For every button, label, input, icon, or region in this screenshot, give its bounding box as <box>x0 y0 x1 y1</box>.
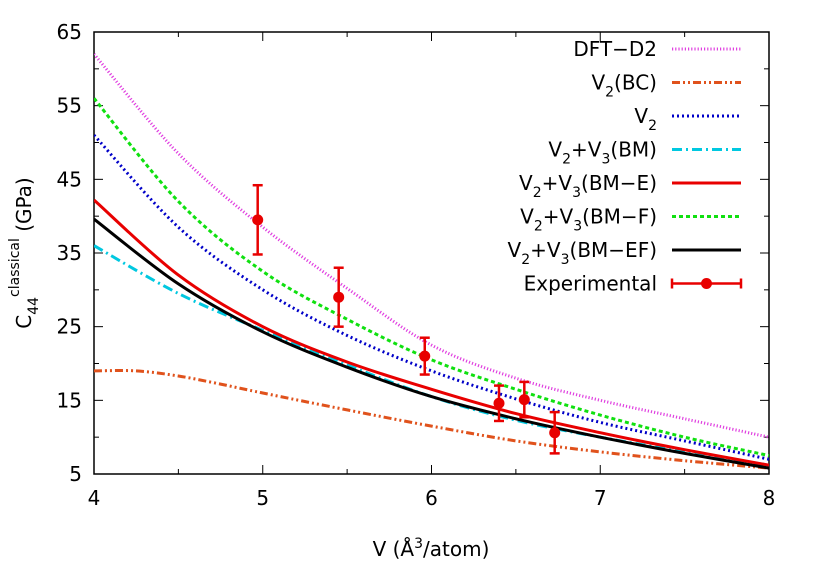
experimental-point <box>518 380 530 419</box>
experimental-point <box>252 183 264 256</box>
legend-label: V2 <box>634 104 657 134</box>
series-line <box>94 134 769 461</box>
y-tick-label: 25 <box>57 315 82 339</box>
experimental-point <box>493 384 505 423</box>
legend-marker <box>701 278 712 289</box>
plot-frame <box>93 31 770 475</box>
legend-label: Experimental <box>524 272 657 296</box>
series-line <box>94 97 769 458</box>
x-tick-label: 4 <box>88 486 101 510</box>
legend-label: DFT−D2 <box>573 37 657 61</box>
legend-label: V2+V3(BM−EF) <box>508 238 657 268</box>
y-tick-label: 15 <box>57 388 82 412</box>
y-tick-label: 45 <box>57 167 82 191</box>
series-line <box>94 369 769 470</box>
experimental-point <box>419 336 431 376</box>
y-axis-label: C44classical (GPa) <box>7 177 42 329</box>
legend-label: V2(BC) <box>591 71 657 101</box>
x-tick-label: 8 <box>763 486 776 510</box>
legend: DFT−D2 V2(BC)V2 V2+V3(BM)V2+V3(BM−E) V2+V3(… <box>508 37 743 296</box>
x-tick-label: 6 <box>425 486 438 510</box>
series-line <box>94 198 769 467</box>
series-lines <box>94 53 769 470</box>
series-line <box>94 217 769 470</box>
experimental-point <box>333 266 345 328</box>
experimental-points <box>252 183 561 455</box>
data-marker <box>333 291 345 303</box>
data-marker <box>252 214 264 226</box>
data-marker <box>549 427 561 439</box>
y-tick-label: 5 <box>69 462 82 486</box>
data-marker <box>419 350 431 362</box>
y-tick-label: 55 <box>57 94 82 118</box>
data-marker <box>493 397 505 409</box>
legend-label: V2+V3(BM) <box>548 138 657 168</box>
y-tick-label: 35 <box>57 241 82 265</box>
x-tick-label: 5 <box>256 486 269 510</box>
series-line <box>94 53 769 439</box>
legend-label: V2+V3(BM−F) <box>520 205 657 235</box>
x-axis-label: V (Å3/atom) <box>373 536 490 561</box>
data-marker <box>518 394 530 406</box>
legend-label: V2+V3(BM−E) <box>519 171 657 201</box>
y-tick-label: 65 <box>57 20 82 44</box>
x-tick-label: 7 <box>594 486 607 510</box>
experimental-point <box>549 410 561 455</box>
